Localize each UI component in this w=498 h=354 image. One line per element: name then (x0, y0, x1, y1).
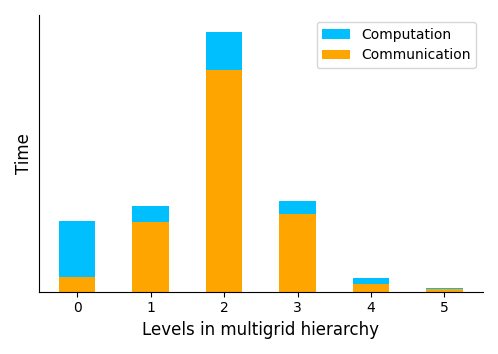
Bar (353, 284, 389, 292)
Y-axis label: Time: Time (15, 133, 33, 174)
Bar (59, 221, 96, 277)
Bar (426, 289, 463, 292)
Legend: Computation, Communication: Computation, Communication (317, 22, 476, 68)
Bar (279, 201, 316, 214)
Bar (279, 214, 316, 292)
Bar (206, 32, 243, 70)
Bar (59, 277, 96, 292)
Bar (206, 70, 243, 292)
Bar (426, 288, 463, 289)
X-axis label: Levels in multigrid hierarchy: Levels in multigrid hierarchy (142, 321, 379, 339)
Bar (132, 222, 169, 292)
Bar (353, 278, 389, 284)
Bar (132, 206, 169, 222)
